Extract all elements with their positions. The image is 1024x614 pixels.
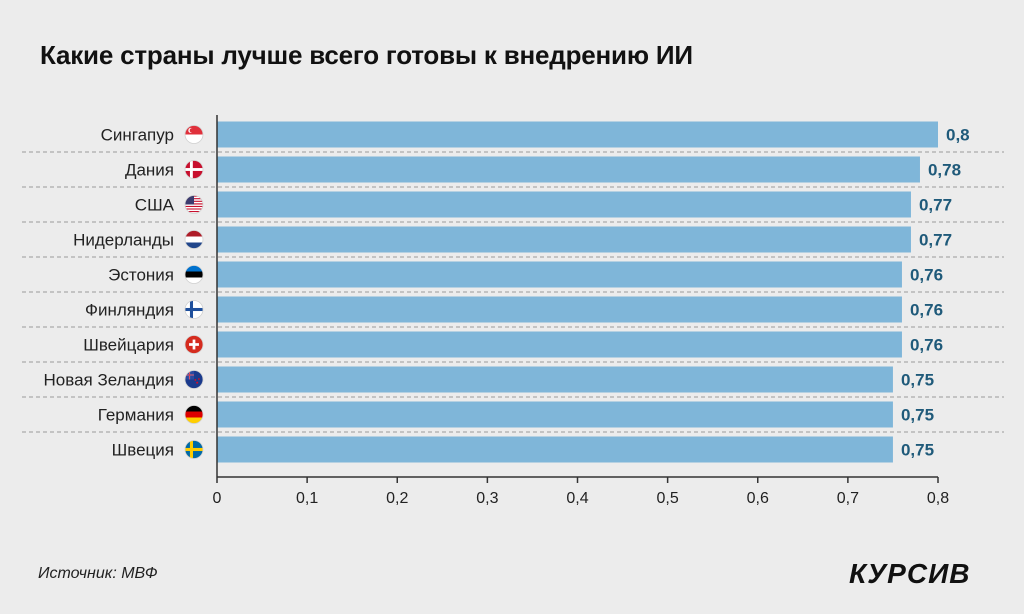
x-tick-label: 0,7 xyxy=(837,490,859,507)
bar xyxy=(217,296,902,323)
x-tick-label: 0,8 xyxy=(927,490,949,507)
new-zealand-flag-icon xyxy=(184,370,204,389)
x-tick-label: 0,2 xyxy=(386,490,408,507)
x-tick-label: 0,1 xyxy=(296,490,318,507)
sweden-flag-icon xyxy=(184,440,204,459)
usa-flag-icon xyxy=(184,195,204,214)
bar xyxy=(217,121,938,148)
singapore-flag-icon xyxy=(184,125,204,144)
bar xyxy=(217,331,902,358)
bar xyxy=(217,191,911,218)
category-label: Швеция xyxy=(112,441,174,460)
bar xyxy=(217,156,920,183)
bar xyxy=(217,401,893,428)
value-label: 0,8 xyxy=(946,126,970,145)
estonia-flag-icon xyxy=(184,265,204,284)
x-tick-label: 0,3 xyxy=(476,490,498,507)
x-tick-label: 0,5 xyxy=(657,490,679,507)
value-label: 0,77 xyxy=(919,196,952,215)
category-label: Финляндия xyxy=(85,301,174,320)
netherlands-flag-icon xyxy=(184,230,204,249)
bar xyxy=(217,366,893,393)
chart-title: Какие страны лучше всего готовы к внедре… xyxy=(40,40,693,70)
category-label: США xyxy=(135,196,175,215)
germany-flag-icon xyxy=(184,405,204,424)
switzerland-flag-icon xyxy=(184,335,204,354)
category-label: Новая Зеландия xyxy=(44,371,175,390)
value-label: 0,78 xyxy=(928,161,961,180)
value-label: 0,76 xyxy=(910,266,943,285)
value-label: 0,77 xyxy=(919,231,952,250)
value-label: 0,76 xyxy=(910,301,943,320)
x-tick-label: 0,6 xyxy=(747,490,769,507)
value-label: 0,75 xyxy=(901,371,934,390)
source-note: Источник: МВФ xyxy=(38,565,158,582)
category-label: Сингапур xyxy=(101,126,174,145)
x-tick-label: 0,4 xyxy=(566,490,588,507)
category-label: Дания xyxy=(125,161,174,180)
category-label: Германия xyxy=(98,406,174,425)
value-label: 0,75 xyxy=(901,441,934,460)
category-label: Эстония xyxy=(108,266,174,285)
category-label: Нидерланды xyxy=(73,231,174,250)
value-label: 0,76 xyxy=(910,336,943,355)
brand-logo: КУРСИВ xyxy=(849,558,971,589)
bar xyxy=(217,261,902,288)
bar xyxy=(217,436,893,463)
category-label: Швейцария xyxy=(83,336,174,355)
bar xyxy=(217,226,911,253)
denmark-flag-icon xyxy=(184,160,204,179)
value-label: 0,75 xyxy=(901,406,934,425)
finland-flag-icon xyxy=(184,300,204,319)
x-tick-label: 0 xyxy=(213,490,222,507)
